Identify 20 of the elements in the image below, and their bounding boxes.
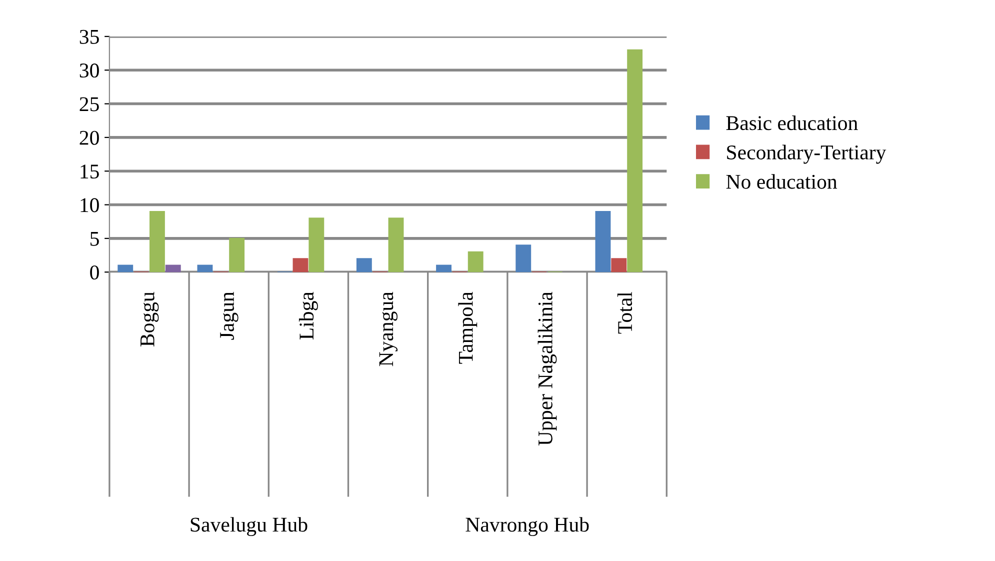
y-tick-label: 25 <box>80 97 99 112</box>
x-tick-label: Tampola <box>458 292 478 364</box>
x-tick-label: Jagun <box>220 292 238 340</box>
x-tick-label: Boggu <box>140 292 159 346</box>
y-tick-label: 10 <box>80 198 99 212</box>
x-tick-label: Total <box>617 292 632 334</box>
y-tick-label: 15 <box>80 164 99 179</box>
x-tick-label: Nyangua <box>379 292 398 366</box>
y-tick-label: 20 <box>80 130 99 145</box>
legend-label: Secondary-Tertiary <box>727 144 886 164</box>
legend-label: Basic education <box>726 115 858 130</box>
y-tick-label: 5 <box>90 232 99 246</box>
y-tick-label: 30 <box>80 64 99 78</box>
y-tick-label: 0 <box>90 265 99 280</box>
x-tick-label: Libga <box>298 292 318 340</box>
text: Navrongo Hub <box>466 517 589 536</box>
text: Savelugu Hub <box>190 517 308 536</box>
y-tick-label: 35 <box>80 30 99 44</box>
legend-label: No education <box>726 174 838 189</box>
x-tick-label: Upper Nagalikinia <box>538 292 557 446</box>
